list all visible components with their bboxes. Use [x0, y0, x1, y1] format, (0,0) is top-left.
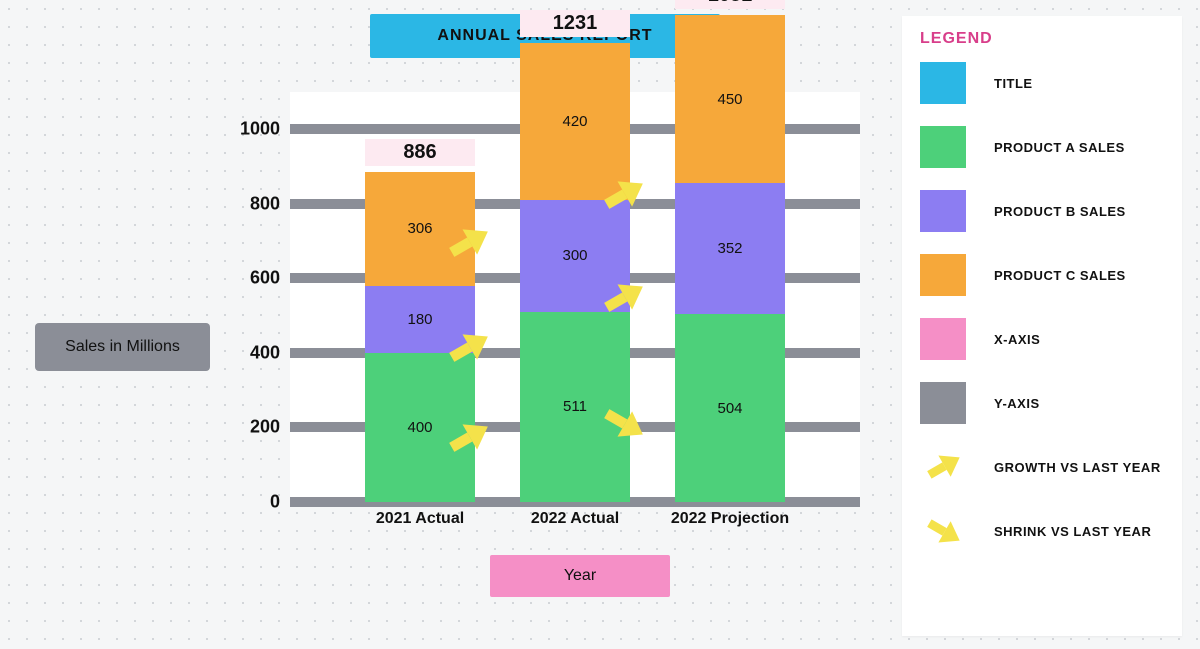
legend-swatch [920, 382, 966, 424]
plot: 40018030688651130042012315043524501031 [290, 92, 860, 502]
growth-arrow-icon [598, 273, 648, 328]
shrink-arrow-icon [920, 510, 966, 552]
growth-arrow-icon [443, 323, 493, 378]
legend-label: SHRINK VS LAST YEAR [994, 524, 1151, 539]
legend-panel: LEGEND TITLE PRODUCT A SALES PRODUCT B SAL… [902, 16, 1182, 636]
category-label: 2021 Actual [345, 510, 495, 528]
bar-segment: 450 [675, 15, 785, 183]
shrink-arrow-icon [598, 398, 648, 453]
x-axis-label-box: Year [490, 555, 670, 597]
legend-label: PRODUCT C SALES [994, 268, 1126, 283]
legend-row: TITLE [920, 62, 1164, 104]
legend-label: TITLE [994, 76, 1033, 91]
bar-segment: 504 [675, 314, 785, 502]
legend-swatch [920, 318, 966, 360]
legend-row: Y-AXIS [920, 382, 1164, 424]
legend-label: GROWTH VS LAST YEAR [994, 460, 1161, 475]
category-label: 2022 Projection [655, 510, 805, 528]
legend-label: Y-AXIS [994, 396, 1040, 411]
bar-total: 886 [365, 139, 475, 166]
y-tick: 0 [220, 492, 280, 513]
legend-row: X-AXIS [920, 318, 1164, 360]
legend-row: PRODUCT C SALES [920, 254, 1164, 296]
legend-row: PRODUCT A SALES [920, 126, 1164, 168]
legend-title: LEGEND [920, 30, 1164, 48]
x-axis-label: Year [564, 567, 596, 585]
bar-total: 1231 [520, 10, 630, 37]
legend-label: PRODUCT B SALES [994, 204, 1126, 219]
legend-label: X-AXIS [994, 332, 1040, 347]
bar-segment: 352 [675, 183, 785, 314]
legend-swatch [920, 126, 966, 168]
legend-swatch [920, 254, 966, 296]
chart-area: 40018030688651130042012315043524501031 [290, 92, 860, 502]
y-axis-label-box: Sales in Millions [35, 323, 210, 371]
growth-arrow-icon [598, 170, 648, 225]
legend-row: SHRINK VS LAST YEAR [920, 510, 1164, 552]
y-tick: 1000 [220, 119, 280, 140]
y-tick: 400 [220, 342, 280, 363]
legend-label: PRODUCT A SALES [994, 140, 1125, 155]
legend-swatch [920, 190, 966, 232]
category-label: 2022 Actual [500, 510, 650, 528]
growth-arrow-icon [920, 446, 966, 488]
y-tick: 600 [220, 268, 280, 289]
growth-arrow-icon [443, 413, 493, 468]
legend-row: PRODUCT B SALES [920, 190, 1164, 232]
legend-swatch [920, 62, 966, 104]
bar-total: 1031 [675, 0, 785, 9]
legend-row: GROWTH VS LAST YEAR [920, 446, 1164, 488]
bar-group: 5043524501031 [675, 15, 785, 502]
y-tick: 200 [220, 417, 280, 438]
y-axis-label: Sales in Millions [65, 338, 180, 356]
y-tick: 800 [220, 193, 280, 214]
growth-arrow-icon [443, 218, 493, 273]
